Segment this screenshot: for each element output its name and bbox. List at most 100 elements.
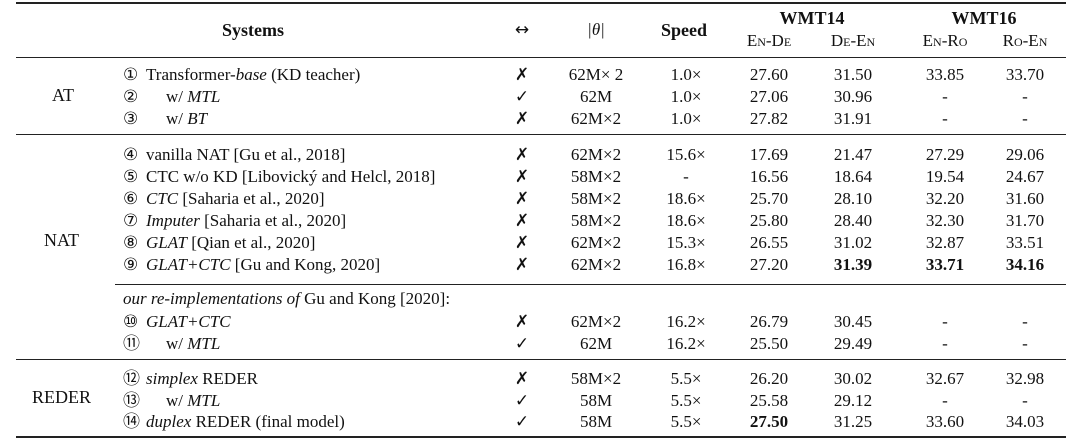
system-name-italic: GLAT+CTC	[146, 312, 231, 331]
system-name: GLAT [Qian et al., 2020]	[146, 233, 315, 253]
system-name: CTC w/o KD [Libovický and Helcl, 2018]	[146, 167, 435, 187]
subsection-heading-italic: our re-implementations of	[123, 289, 300, 308]
speedup: -	[683, 167, 689, 186]
system-name: duplex REDER (final model)	[146, 412, 345, 432]
bleu-score: 30.45	[833, 312, 873, 331]
param-count: 62M×2	[570, 145, 622, 164]
bleu-score: 31.25	[833, 412, 873, 431]
bleu-score: 27.06	[749, 87, 789, 106]
bidirectional-flag: ✗	[514, 167, 530, 187]
system-name-prefix: Transformer-	[146, 65, 236, 84]
bleu-score: 25.70	[749, 189, 789, 208]
subsection-heading: our re-implementations of Gu and Kong [2…	[123, 289, 450, 309]
bleu-score: 27.29	[925, 145, 965, 164]
bleu-score: 29.49	[833, 334, 873, 353]
system-name-italic: MTL	[187, 391, 221, 410]
bleu-score: 31.39	[833, 255, 873, 274]
bidirectional-flag: ✗	[514, 109, 530, 129]
bleu-score: 27.60	[749, 65, 789, 84]
param-count: 58M×2	[570, 369, 622, 388]
row-number: ⑩	[123, 312, 139, 332]
bleu-score: 32.20	[925, 189, 965, 208]
bleu-score: -	[942, 109, 948, 128]
param-count: 62M	[579, 334, 613, 353]
bleu-score: 29.06	[1005, 145, 1045, 164]
bleu-score: 19.54	[925, 167, 965, 186]
bleu-score: 34.16	[1005, 255, 1045, 274]
speedup: 5.5×	[670, 369, 702, 388]
system-name-prefix: w/	[166, 391, 188, 410]
system-name: w/ MTL	[166, 334, 220, 354]
system-name: CTC [Saharia et al., 2020]	[146, 189, 324, 209]
bleu-score: -	[942, 312, 948, 331]
param-count: 62M	[579, 87, 613, 106]
row-number: ⑪	[123, 334, 140, 354]
speedup: 16.8×	[666, 255, 706, 274]
bleu-score: -	[1022, 334, 1028, 353]
bleu-score: 32.98	[1005, 369, 1045, 388]
system-name-italic: GLAT+CTC	[146, 255, 231, 274]
system-name-suffix: REDER	[197, 369, 258, 388]
system-name-prefix: w/	[166, 109, 188, 128]
bleu-score: 29.12	[833, 391, 873, 410]
system-name-italic: Imputer	[146, 211, 200, 230]
system-name: simplex REDER	[146, 369, 258, 389]
header-col-en-de: En-De	[746, 31, 792, 50]
system-name: w/ MTL	[166, 391, 220, 411]
system-name-italic: MTL	[187, 334, 221, 353]
bleu-score: -	[942, 334, 948, 353]
param-count: 58M×2	[570, 211, 622, 230]
bidirectional-flag: ✗	[514, 189, 530, 209]
bleu-score: 30.96	[833, 87, 873, 106]
bleu-score: 26.20	[749, 369, 789, 388]
bidirectional-flag: ✗	[514, 369, 530, 389]
bleu-score: 33.70	[1005, 65, 1045, 84]
system-name: w/ MTL	[166, 87, 220, 107]
speedup: 1.0×	[670, 109, 702, 128]
bleu-score: 27.82	[749, 109, 789, 128]
group-label-nat: NAT	[44, 230, 79, 250]
system-name-suffix: [Saharia et al., 2020]	[178, 189, 325, 208]
nat-subsection-rule	[115, 284, 1066, 285]
speedup: 1.0×	[670, 87, 702, 106]
header-rule	[16, 57, 1066, 58]
row-number: ⑥	[123, 189, 139, 209]
at-nat-rule	[16, 134, 1066, 135]
subsection-heading-rest: Gu and Kong [2020]:	[299, 289, 451, 308]
row-number: ②	[123, 87, 139, 107]
param-count: 58M×2	[570, 167, 622, 186]
speedup: 18.6×	[666, 211, 706, 230]
bleu-score: 31.91	[833, 109, 873, 128]
top-rule	[16, 2, 1066, 4]
bleu-score: -	[1022, 109, 1028, 128]
bleu-score: 16.56	[749, 167, 789, 186]
header-bidirectional-arrow: ↔	[514, 20, 530, 40]
bidirectional-flag: ✓	[514, 391, 530, 411]
bleu-score: 32.67	[925, 369, 965, 388]
bidirectional-flag: ✗	[514, 255, 530, 275]
group-label-at: AT	[52, 85, 74, 105]
system-name-italic: simplex	[146, 369, 198, 388]
bidirectional-flag: ✗	[514, 145, 530, 165]
speedup: 1.0×	[670, 65, 702, 84]
row-number: ⑤	[123, 167, 139, 187]
bleu-score: 32.87	[925, 233, 965, 252]
speedup: 15.3×	[666, 233, 706, 252]
row-number: ⑨	[123, 255, 139, 275]
system-name: vanilla NAT [Gu et al., 2018]	[146, 145, 345, 165]
header-col-en-ro: En-Ro	[922, 31, 968, 50]
row-number: ⑬	[123, 391, 140, 411]
bleu-score: 24.67	[1005, 167, 1045, 186]
row-number: ④	[123, 145, 139, 165]
bleu-score: 32.30	[925, 211, 965, 230]
header-params: |θ|	[587, 20, 605, 39]
param-count: 62M× 2	[568, 65, 624, 84]
row-number: ①	[123, 65, 139, 85]
bidirectional-flag: ✗	[514, 65, 530, 85]
bleu-score: 34.03	[1005, 412, 1045, 431]
bleu-score: 28.40	[833, 211, 873, 230]
bleu-score: 18.64	[833, 167, 873, 186]
bleu-score: -	[942, 87, 948, 106]
row-number: ⑦	[123, 211, 139, 231]
